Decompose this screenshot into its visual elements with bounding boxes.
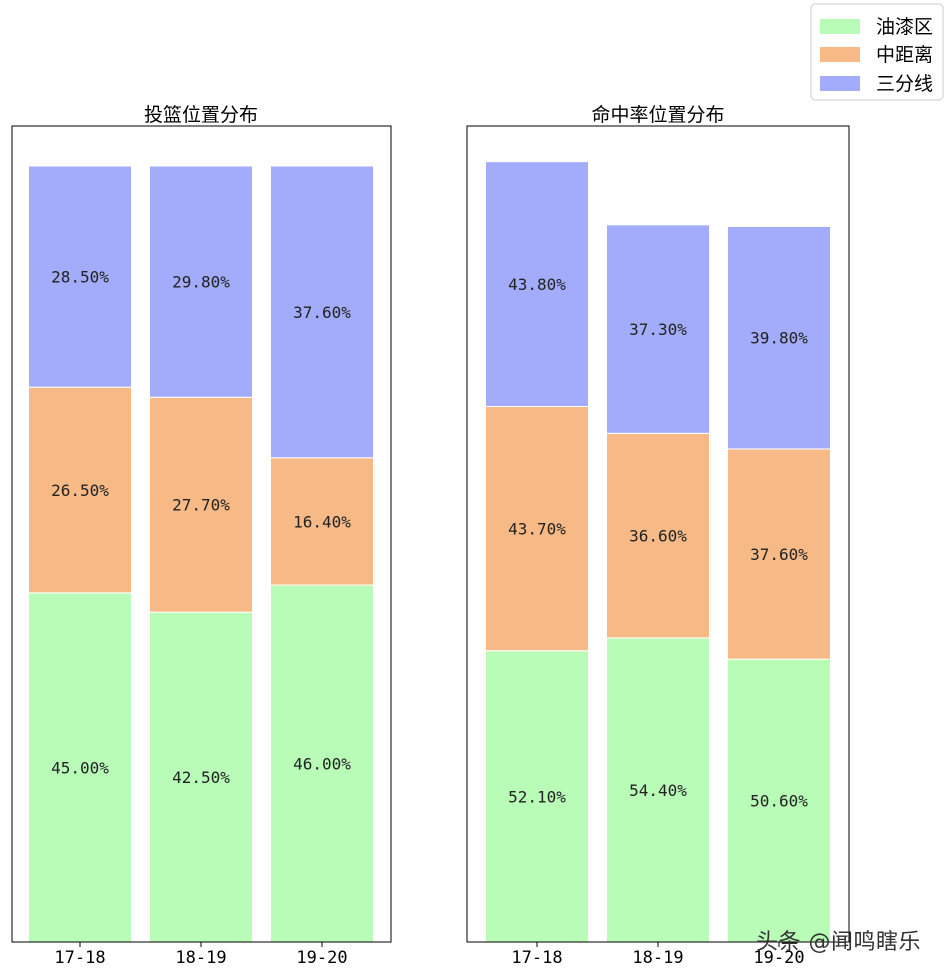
legend-label-paint: 油漆区 bbox=[876, 16, 933, 38]
bars-group: 45.00% 26.50% 28.50% 42.50% 27.70% 29.80% 46.0… bbox=[28, 165, 374, 943]
legend-swatch-mid bbox=[820, 47, 860, 62]
legend-label-mid: 中距离 bbox=[876, 44, 933, 66]
bar-three-19-20 bbox=[270, 165, 374, 459]
data-label-three-17-18: 43.80% bbox=[508, 275, 566, 294]
data-label-three-18-19: 29.80% bbox=[172, 273, 230, 292]
bar-three-17-18 bbox=[28, 165, 132, 388]
x-tick-label: 18-19 bbox=[175, 948, 226, 968]
watermark: 头条 @闻鸣瞎乐 bbox=[756, 930, 921, 955]
bar-mid-19-20 bbox=[727, 448, 831, 660]
x-tick-label: 19-20 bbox=[753, 948, 804, 968]
data-label-paint-17-18: 52.10% bbox=[508, 787, 566, 806]
bar-mid-18-19 bbox=[606, 432, 710, 639]
bar-three-18-19 bbox=[606, 224, 710, 434]
data-label-three-17-18: 28.50% bbox=[51, 268, 109, 287]
data-label-paint-18-19: 54.40% bbox=[629, 781, 687, 800]
x-tick-label: 19-20 bbox=[296, 948, 347, 968]
bar-paint-19-20 bbox=[270, 584, 374, 943]
data-label-paint-19-20: 46.00% bbox=[293, 755, 351, 774]
bar-paint-19-20 bbox=[727, 658, 831, 943]
bars-group: 52.10% 43.70% 43.80% 54.40% 36.60% 37.30% 50.6… bbox=[485, 161, 831, 943]
legend-swatch-three bbox=[820, 76, 860, 91]
bar-mid-17-18 bbox=[485, 405, 589, 652]
bar-paint-18-19 bbox=[149, 611, 253, 943]
data-label-mid-18-19: 36.60% bbox=[629, 527, 687, 546]
data-label-paint-17-18: 45.00% bbox=[51, 758, 109, 777]
chart-title: 投篮位置分布 bbox=[144, 104, 258, 126]
data-label-mid-19-20: 37.60% bbox=[750, 545, 808, 564]
legend-swatch-paint bbox=[820, 19, 860, 34]
bar-paint-18-19 bbox=[606, 637, 710, 943]
x-tick-label: 18-19 bbox=[632, 948, 683, 968]
legend-label-three: 三分线 bbox=[876, 73, 933, 95]
data-label-mid-17-18: 26.50% bbox=[51, 481, 109, 500]
data-label-mid-18-19: 27.70% bbox=[172, 496, 230, 515]
chart-title: 命中率位置分布 bbox=[591, 104, 724, 126]
chart-shot-distribution: 投篮位置分布 45.00% 26.50% 28.50% 42.50% 27.70% 29.… bbox=[11, 104, 392, 968]
bar-three-18-19 bbox=[149, 165, 253, 398]
chart-fg-pct-distribution: 命中率位置分布 52.10% 43.70% 43.80% 54.40% 36.60% 37… bbox=[466, 104, 850, 968]
bar-paint-17-18 bbox=[28, 592, 132, 943]
x-axis: 17-18 18-19 19-20 bbox=[511, 942, 805, 968]
bar-mid-19-20 bbox=[270, 457, 374, 586]
bar-three-19-20 bbox=[727, 225, 831, 450]
legend: 油漆区 中距离 三分线 bbox=[810, 3, 944, 101]
data-label-mid-17-18: 43.70% bbox=[508, 520, 566, 539]
data-label-three-19-20: 39.80% bbox=[750, 329, 808, 348]
bar-three-17-18 bbox=[485, 161, 589, 407]
data-label-mid-19-20: 16.40% bbox=[293, 512, 351, 531]
x-tick-label: 17-18 bbox=[54, 948, 105, 968]
bar-mid-18-19 bbox=[149, 396, 253, 613]
data-label-paint-18-19: 42.50% bbox=[172, 768, 230, 787]
data-label-three-18-19: 37.30% bbox=[629, 320, 687, 339]
x-tick-label: 17-18 bbox=[511, 948, 562, 968]
data-label-paint-19-20: 50.60% bbox=[750, 792, 808, 811]
data-label-three-19-20: 37.60% bbox=[293, 303, 351, 322]
x-axis: 17-18 18-19 19-20 bbox=[54, 942, 348, 968]
